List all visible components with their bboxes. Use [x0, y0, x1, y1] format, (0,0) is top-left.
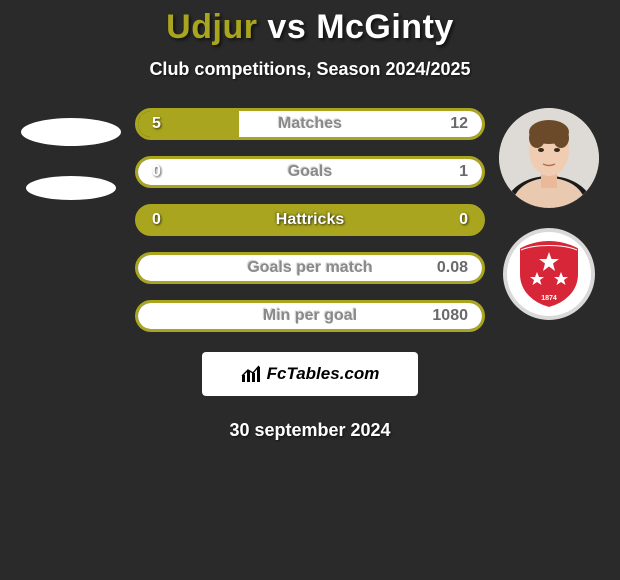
stat-bar: 1080 Min per goal [135, 300, 485, 332]
stat-label: Min per goal [263, 307, 357, 325]
stat-fill-right [239, 111, 482, 137]
player2-club-crest: 1874 [503, 228, 595, 320]
bar-chart-icon [241, 365, 263, 383]
stat-label: Matches [278, 115, 342, 133]
stat-right-value: 1 [459, 163, 468, 181]
stat-right-value: 12 [450, 115, 468, 133]
stat-bar: 5 12 Matches [135, 108, 485, 140]
stat-bar: 0 0 Hattricks [135, 204, 485, 236]
comparison-card: Udjur vs McGinty Club competitions, Seas… [0, 0, 620, 441]
date-text: 30 september 2024 [0, 420, 620, 441]
stat-left-value: 5 [152, 115, 161, 133]
stat-right-value: 0 [459, 211, 468, 229]
brand-text: FcTables.com [267, 364, 380, 384]
player1-crest-placeholder [26, 176, 116, 200]
page-title: Udjur vs McGinty [0, 8, 620, 47]
player1-name: Udjur [166, 8, 257, 46]
player2-column: 1874 [489, 108, 609, 320]
stats-list: 5 12 Matches 0 1 Goals 0 0 Hattricks 0.08 Goals pe… [135, 108, 485, 332]
stat-label: Goals [288, 163, 332, 181]
stat-right-value: 1080 [432, 307, 468, 325]
player1-avatar-placeholder [21, 118, 121, 146]
subtitle: Club competitions, Season 2024/2025 [0, 59, 620, 80]
stat-left-value: 0 [152, 211, 161, 229]
stat-bar: 0.08 Goals per match [135, 252, 485, 284]
stat-right-value: 0.08 [437, 259, 468, 277]
player2-avatar [499, 108, 599, 208]
svg-text:1874: 1874 [541, 295, 557, 302]
vs-text: vs [267, 8, 306, 46]
stat-left-value: 0 [152, 163, 161, 181]
stat-label: Hattricks [276, 211, 344, 229]
player1-column [11, 108, 131, 200]
player2-name: McGinty [316, 8, 454, 46]
brand-badge[interactable]: FcTables.com [202, 352, 418, 396]
stat-label: Goals per match [247, 259, 372, 277]
stat-bar: 0 1 Goals [135, 156, 485, 188]
main-row: 5 12 Matches 0 1 Goals 0 0 Hattricks 0.08 Goals pe… [0, 108, 620, 332]
